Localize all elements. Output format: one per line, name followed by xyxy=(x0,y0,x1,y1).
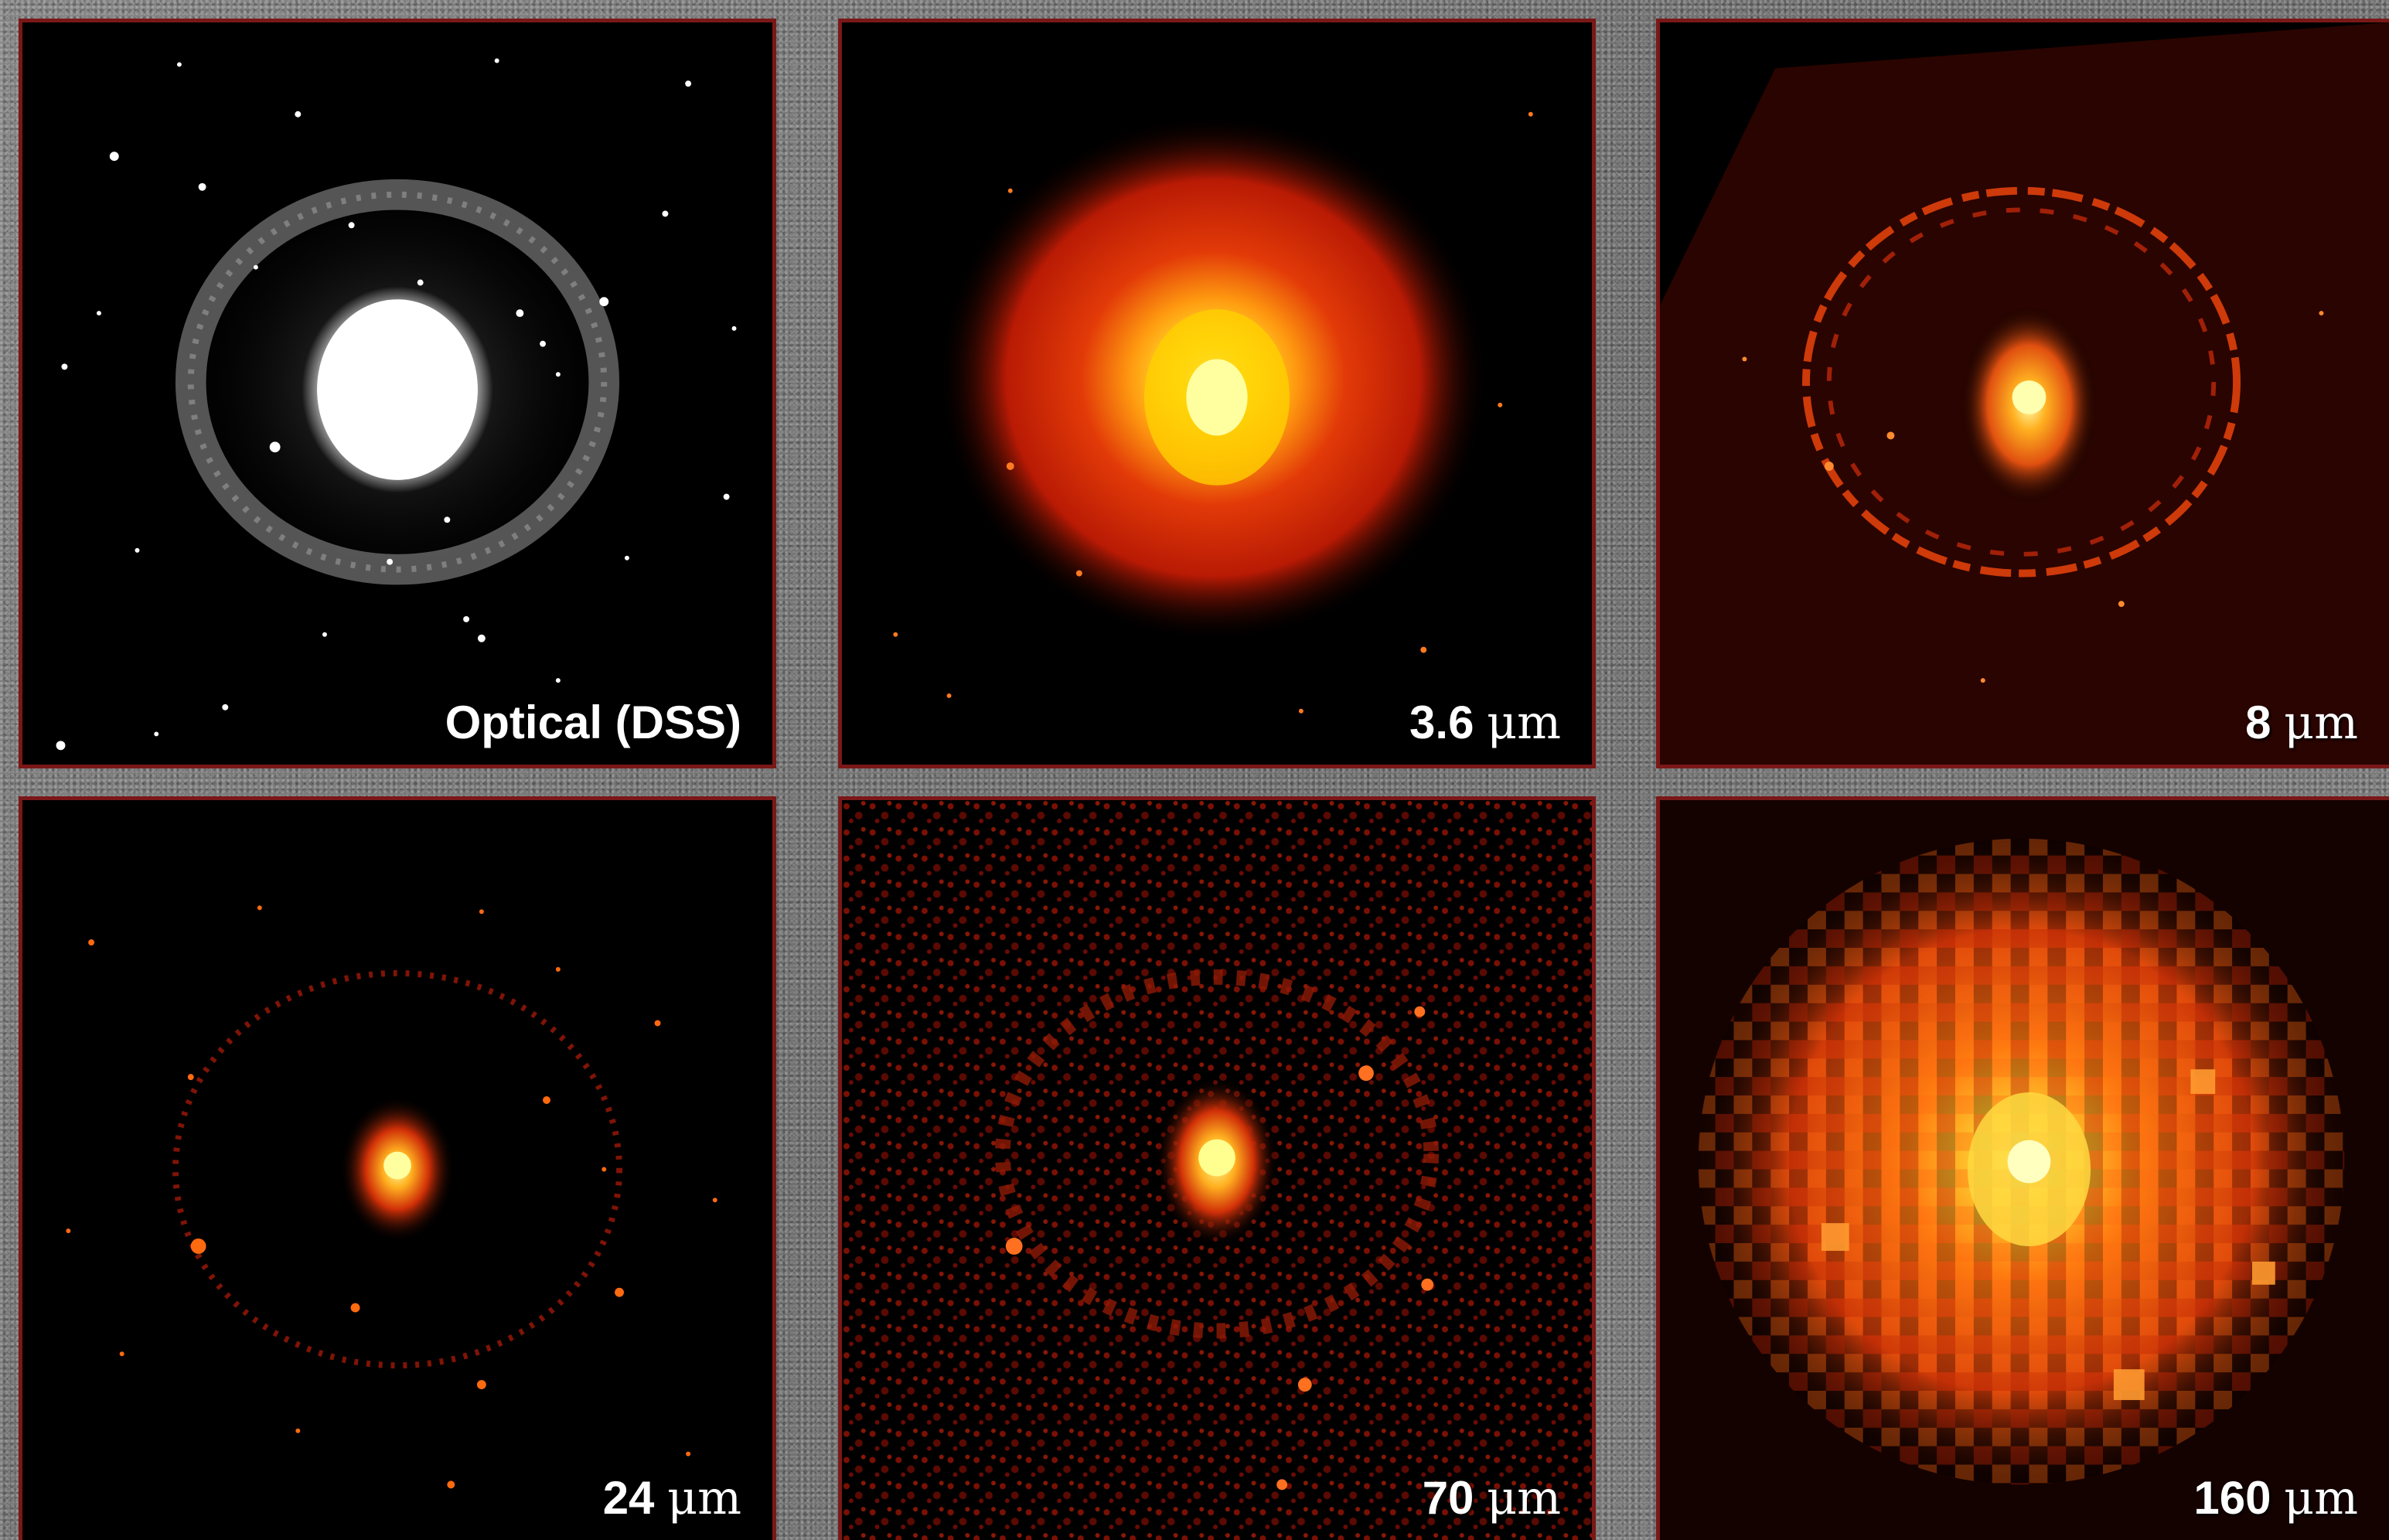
galaxy-3-6-micron-image xyxy=(893,111,1533,714)
caption-optical: Optical (DSS) xyxy=(445,697,741,748)
galaxy-160-micron-image xyxy=(1660,800,2389,1540)
galaxy-70-micron-image xyxy=(842,800,1592,1540)
panel-24-micron: 24 μm xyxy=(19,796,776,1540)
panel-160-micron: 160 μm xyxy=(1656,796,2389,1540)
caption-70-micron: 70 μm xyxy=(1422,1471,1561,1525)
galaxy-8-micron-image xyxy=(1660,22,2389,765)
galaxy-24-micron-image xyxy=(66,905,717,1489)
panel-optical: Optical (DSS) xyxy=(19,19,776,768)
caption-3-6-micron: 3.6 μm xyxy=(1409,696,1561,750)
panel-3-6-micron: 3.6 μm xyxy=(838,19,1596,768)
caption-24-micron: 24 μm xyxy=(602,1471,741,1525)
panel-8-micron: 8 μm xyxy=(1656,19,2389,768)
optical-galaxy-image xyxy=(56,58,737,751)
caption-8-micron: 8 μm xyxy=(2245,696,2358,750)
panel-70-micron: 70 μm xyxy=(838,796,1596,1540)
caption-160-micron: 160 μm xyxy=(2193,1471,2358,1525)
